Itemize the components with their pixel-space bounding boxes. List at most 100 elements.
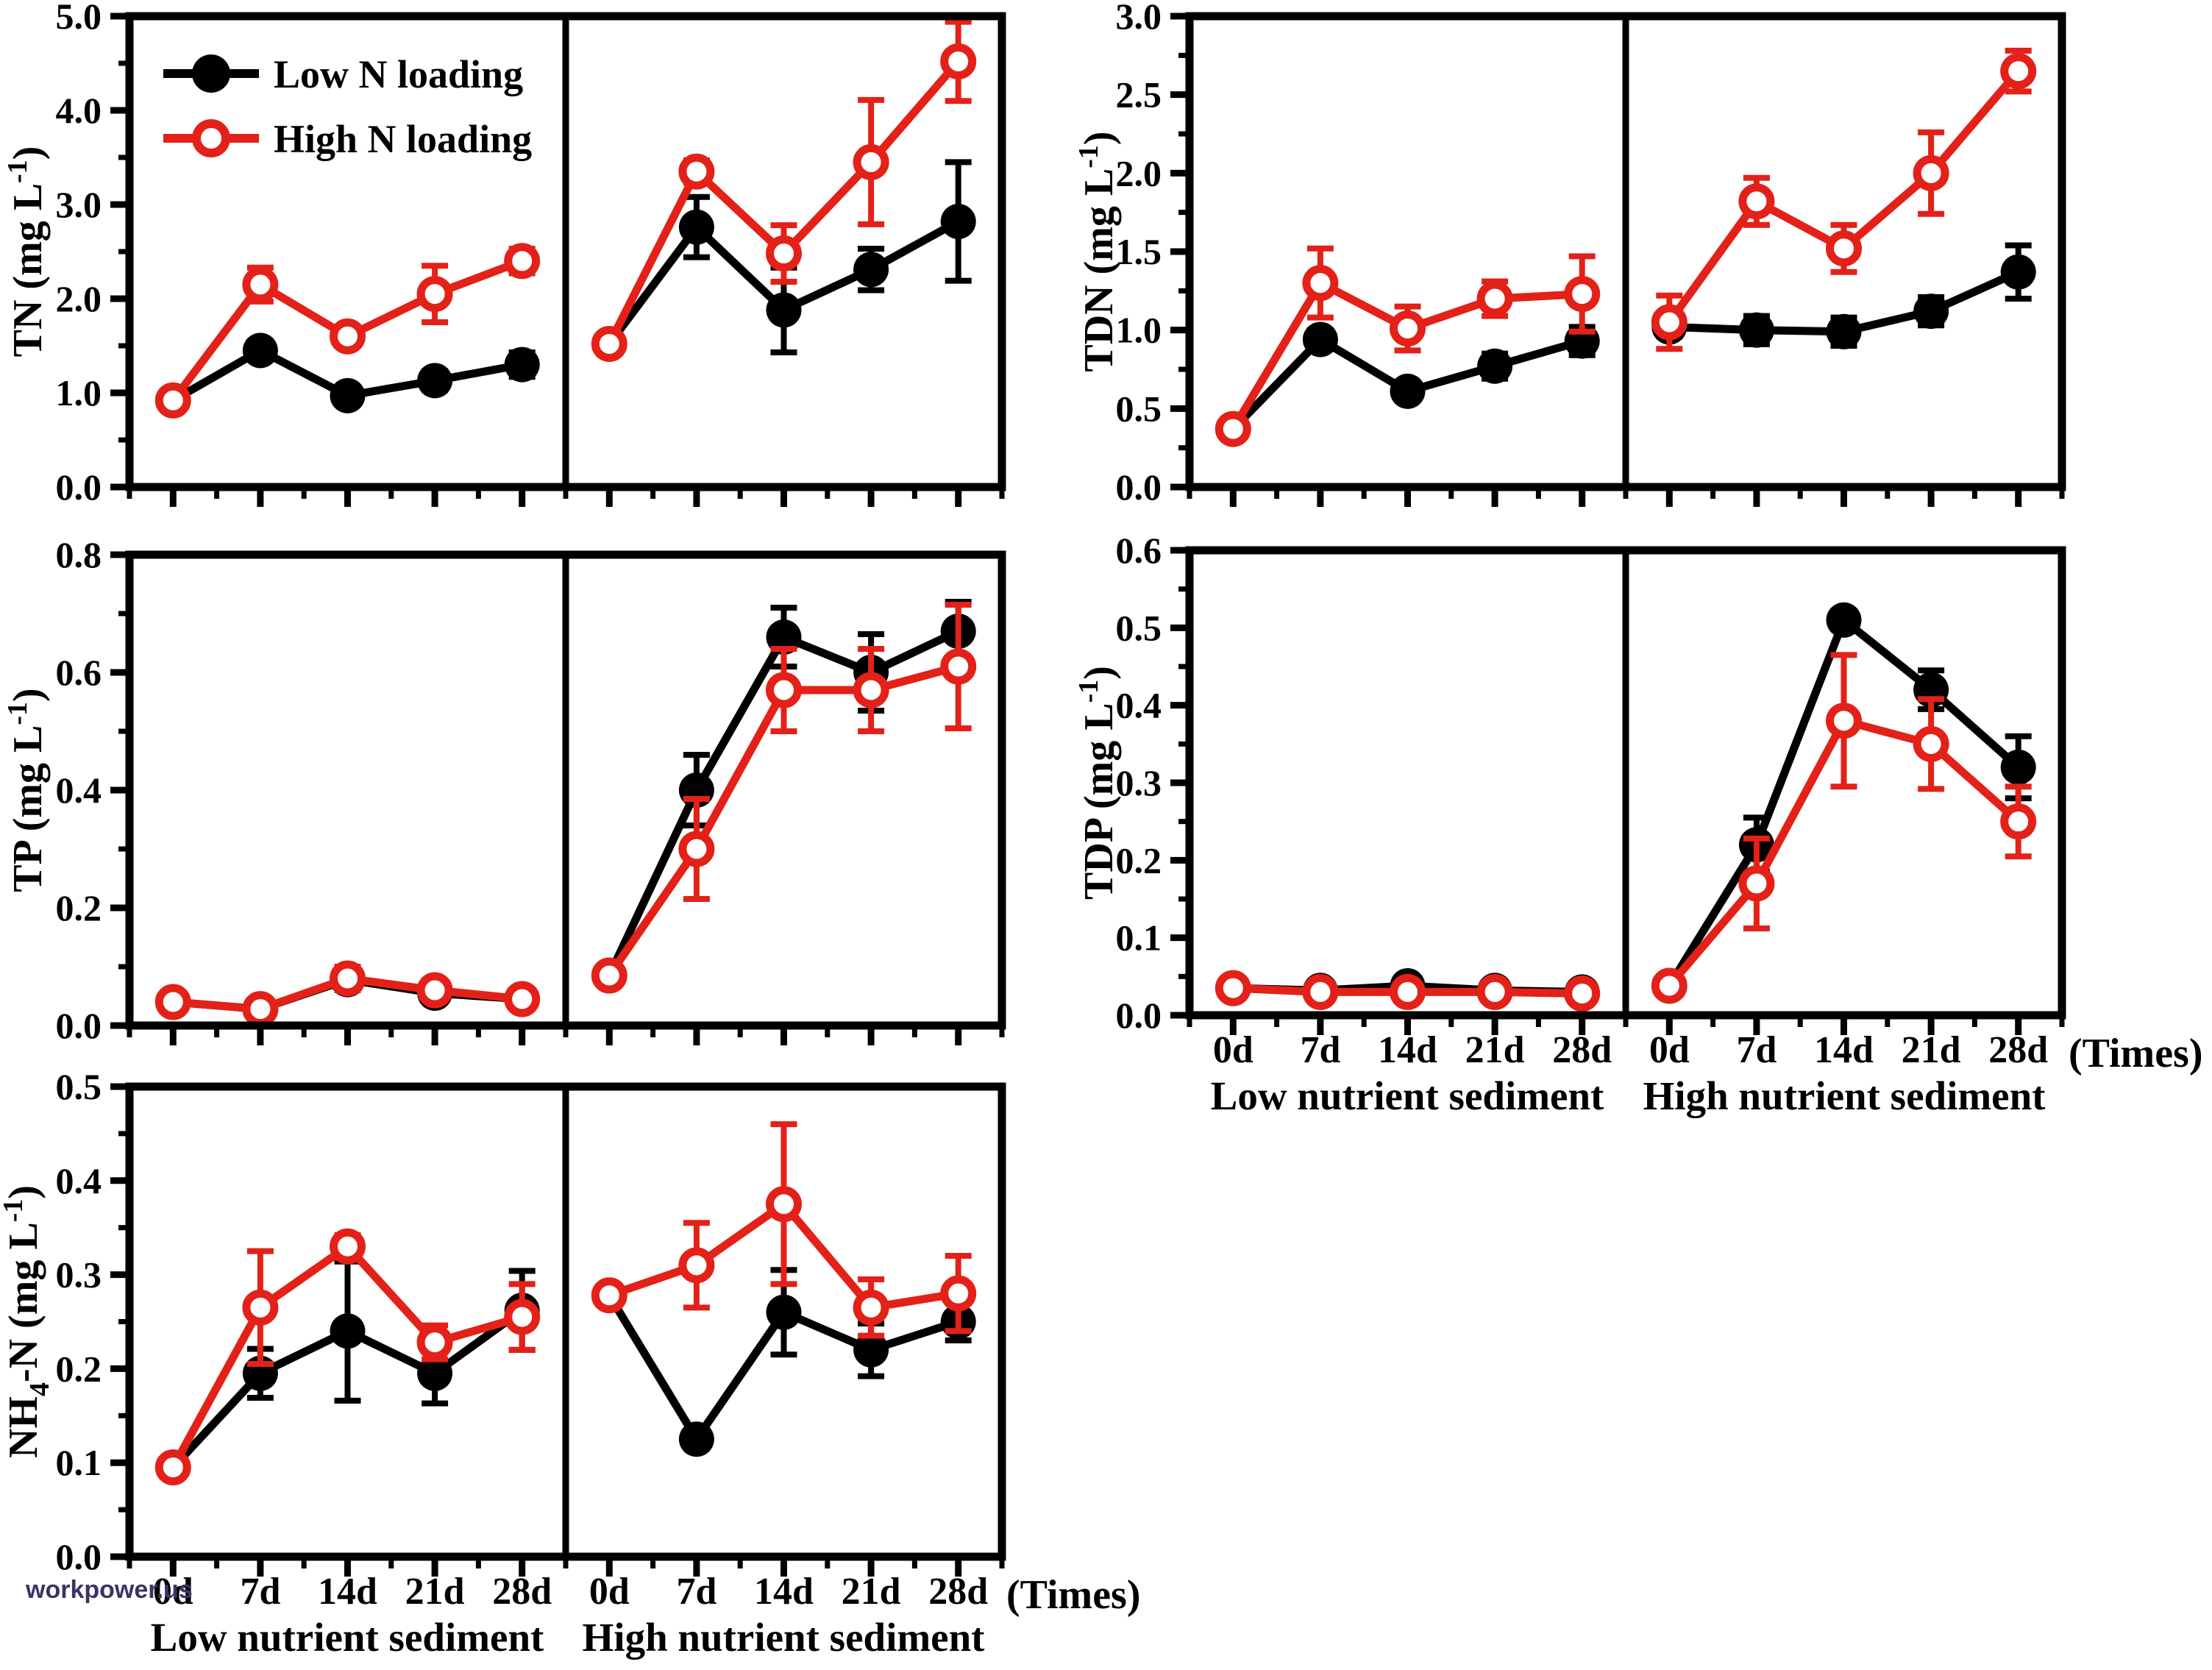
watermark: workpower.us: [26, 1576, 193, 1604]
y-axis-title-tn: TN (mg L-1): [2, 146, 51, 358]
x-tick-label: 21d: [842, 1571, 901, 1613]
y-tick-label: 0.2: [56, 1348, 102, 1389]
y-tick-label: 5.0: [56, 0, 102, 37]
y-tick-label: 0.0: [56, 1536, 102, 1577]
y-tick-label: 0.5: [1116, 388, 1162, 429]
x-tick-label: 14d: [1814, 1029, 1874, 1071]
legend-label: High N loading: [274, 117, 532, 161]
data-point-high-n: [1476, 973, 1513, 1010]
data-point-high-n: [766, 672, 802, 708]
x-tick-label: 28d: [1988, 1029, 2048, 1071]
series-high_n: [154, 1228, 541, 1486]
data-point-high-n: [1651, 967, 1688, 1004]
y-tick-label: 0.3: [1116, 762, 1162, 803]
data-point-high-n: [1302, 265, 1339, 302]
panel-label-nh4-low-nutrient: Low nutrient sediment: [150, 1615, 544, 1660]
y-tick-label: 0.1: [56, 1442, 102, 1483]
y-axis-title-tdp: TDP (mg L-1): [1073, 666, 1122, 900]
data-point-low-n: [1913, 294, 1949, 330]
y-tick-label: 0.8: [56, 534, 102, 575]
y-tick-label: 1.0: [1116, 310, 1162, 351]
data-point-high-n: [242, 1289, 279, 1326]
series-high_n: [1215, 245, 1601, 447]
y-tick-label: 2.5: [1116, 74, 1162, 116]
series-high_n: [1215, 970, 1601, 1012]
data-point-high-n: [591, 957, 627, 994]
data-point-high-n: [1390, 973, 1426, 1010]
y-tick-label: 0.2: [1116, 839, 1162, 881]
legend: Low N loading High N loading: [163, 52, 532, 161]
legend-marker-low-n: [192, 54, 230, 93]
data-point-high-n: [1651, 304, 1688, 341]
data-point-high-n: [416, 276, 453, 313]
x-tick-label: 7d: [676, 1571, 716, 1613]
data-point-high-n: [504, 243, 541, 280]
data-point-low-n: [242, 333, 278, 369]
data-point-low-n: [1738, 312, 1774, 348]
data-point-low-n: [504, 347, 540, 383]
chart-tp: 0.0 0.2 0.4 0.6 0.8 TP (mg L-1): [2, 534, 1006, 1046]
data-point-high-n: [1826, 703, 1862, 739]
data-point-high-n: [1564, 976, 1601, 1012]
y-tick-label: 2.0: [1116, 152, 1162, 193]
chart-nh4: 0.0 0.1 0.2 0.3 0.4 0.5 0d 7d 14d 21d 28d 0d 7d 14d 21…: [0, 1066, 1006, 1613]
data-point-high-n: [678, 831, 715, 867]
data-point-high-n: [853, 672, 889, 708]
chart-tdn: 0.0 0.5 1.0 1.5 2.0 2.5 3.0 TDN (mg L-1): [1073, 0, 2066, 508]
data-point-low-n: [1477, 348, 1513, 384]
data-point-high-n: [678, 1247, 715, 1284]
series-high_n: [591, 1121, 977, 1339]
data-point-low-n: [1302, 321, 1338, 358]
y-axis-title-tdn: TDN (mg L-1): [1073, 131, 1122, 372]
x-tick-label: 14d: [754, 1571, 814, 1613]
data-point-high-n: [1738, 183, 1775, 220]
data-point-low-n: [853, 1332, 889, 1368]
data-point-high-n: [678, 153, 715, 190]
data-point-high-n: [853, 1289, 889, 1326]
data-point-low-n: [940, 204, 976, 240]
data-point-high-n: [242, 991, 279, 1028]
x-tick-label: 28d: [1552, 1029, 1612, 1071]
series-high_n: [1651, 47, 2037, 352]
y-tick-label: 0.6: [1116, 530, 1162, 571]
data-point-low-n: [678, 209, 714, 245]
chart-tn: 0.0 1.0 2.0 3.0 4.0 5.0 TN (mg L-1) Low N loadi…: [2, 0, 1006, 508]
data-point-high-n: [1215, 970, 1251, 1006]
data-point-high-n: [504, 981, 541, 1017]
data-point-high-n: [1215, 411, 1251, 447]
data-point-high-n: [766, 1186, 802, 1223]
data-point-high-n: [154, 1449, 191, 1486]
y-tick-label: 3.0: [1116, 0, 1162, 37]
data-point-low-n: [417, 363, 453, 399]
data-point-high-n: [1564, 276, 1601, 313]
y-tick-label: 0.4: [56, 1160, 102, 1201]
x-tick-label: 7d: [1736, 1029, 1777, 1071]
data-point-high-n: [1913, 154, 1949, 191]
panel-label-nh4-high-nutrient: High nutrient sediment: [582, 1615, 985, 1660]
y-tick-label: 0.3: [56, 1254, 102, 1296]
y-tick-label: 0.0: [56, 466, 102, 508]
data-point-high-n: [940, 1275, 977, 1312]
y-tick-label: 0.0: [56, 1005, 102, 1046]
series-high_n: [1651, 652, 2037, 1004]
data-point-low-n: [853, 252, 889, 288]
panel-label-tdp-low-nutrient: Low nutrient sediment: [1210, 1073, 1604, 1118]
data-point-high-n: [1826, 230, 1862, 267]
legend-marker-high-n: [192, 119, 230, 157]
data-point-high-n: [853, 143, 889, 180]
data-point-high-n: [591, 1277, 627, 1314]
data-point-high-n: [504, 1298, 541, 1335]
data-point-high-n: [1476, 280, 1513, 317]
data-point-low-n: [2000, 254, 2036, 290]
series-high_n: [591, 18, 977, 362]
y-tick-label: 0.5: [1116, 607, 1162, 648]
chart-tdp: 0.0 0.1 0.2 0.3 0.4 0.5 0.6 0d 7d 14d 21d 28d 0d 7d 14…: [1073, 530, 2066, 1071]
times-label-tdp: (Times): [2069, 1031, 2203, 1076]
data-point-low-n: [1826, 313, 1862, 349]
data-point-high-n: [154, 382, 191, 419]
y-axis-title-nh4: NH4-N (mg L-1): [0, 1185, 55, 1458]
series-high_n: [591, 602, 977, 994]
y-tick-label: 1.5: [1116, 231, 1162, 272]
data-point-high-n: [1302, 973, 1339, 1010]
